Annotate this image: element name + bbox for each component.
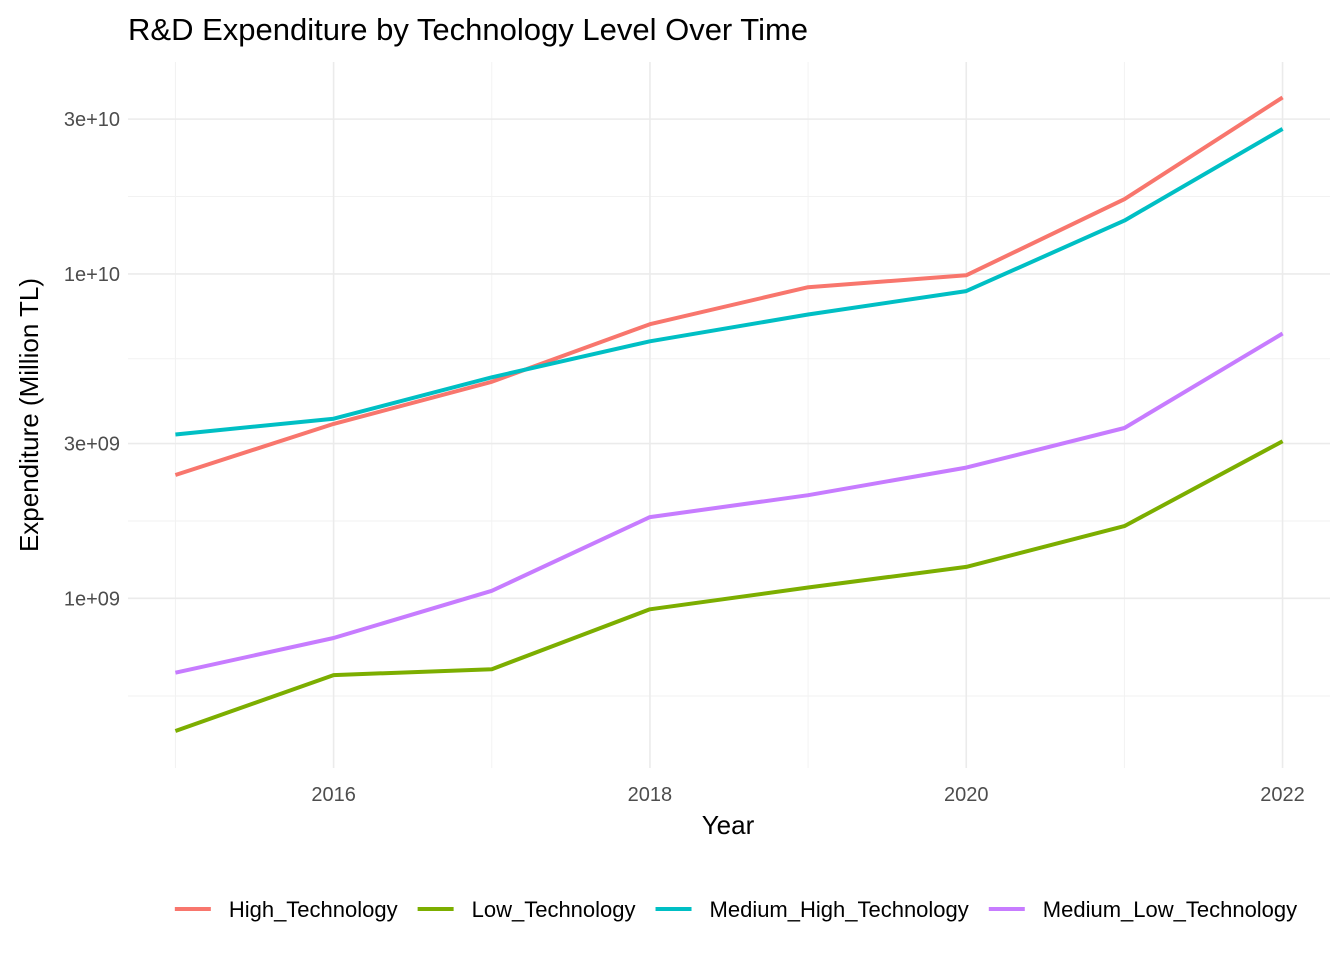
legend-label-medium-low-technology: Medium_Low_Technology <box>1043 897 1297 922</box>
legend-label-low-technology: Low_Technology <box>472 897 636 922</box>
chart-title: R&D Expenditure by Technology Level Over… <box>128 12 808 47</box>
series-line-medium-high-technology <box>175 127 1284 437</box>
y-tick-label: 1e+09 <box>64 588 120 610</box>
y-axis-title: Expenditure (Million TL) <box>14 278 44 552</box>
legend-label-medium-high-technology: Medium_High_Technology <box>710 897 969 922</box>
x-axis-tick-labels: 2016 2018 2020 2022 <box>311 784 1304 806</box>
legend: High_Technology Low_Technology Medium_High… <box>174 897 1297 922</box>
series-line-high-technology <box>174 95 1284 477</box>
x-tick-label: 2020 <box>944 784 989 806</box>
series-lines <box>174 95 1284 733</box>
legend-label-high-technology: High_Technology <box>229 897 398 922</box>
y-tick-label: 3e+10 <box>64 109 120 131</box>
series-line-medium-low-technology <box>174 331 1284 675</box>
x-tick-label: 2016 <box>311 784 356 806</box>
x-axis-title: Year <box>702 810 755 840</box>
y-tick-label: 3e+09 <box>64 434 120 456</box>
y-axis-tick-labels: 1e+09 3e+09 1e+10 3e+10 <box>64 109 120 610</box>
series-line-low-technology <box>174 439 1284 733</box>
x-tick-label: 2018 <box>628 784 673 806</box>
minor-gridlines <box>128 62 1330 768</box>
x-tick-label: 2022 <box>1260 784 1305 806</box>
y-tick-label: 1e+10 <box>64 264 120 286</box>
